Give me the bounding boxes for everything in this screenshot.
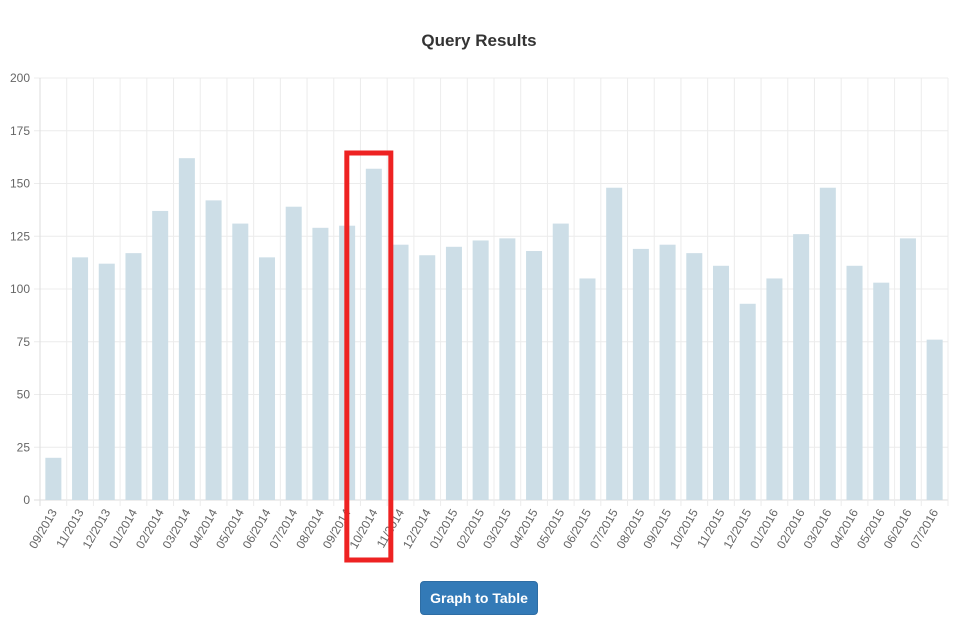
bar	[899, 238, 916, 501]
y-tick-label: 175	[10, 124, 30, 138]
bar-chart: 0 25 50 75 100 125 150 175 200 09/201311/201312/…	[10, 71, 949, 563]
y-tick-label: 100	[10, 282, 30, 296]
bar	[205, 200, 222, 500]
bar	[98, 263, 115, 500]
bar	[873, 282, 890, 500]
y-tick-label: 150	[10, 177, 30, 191]
bar	[152, 210, 169, 500]
bar	[579, 278, 596, 500]
bar	[365, 168, 382, 501]
bar	[285, 206, 302, 500]
bar	[739, 303, 756, 500]
bar	[72, 257, 89, 500]
bar	[926, 339, 943, 500]
bar	[632, 248, 649, 500]
y-tick-label: 50	[17, 388, 31, 402]
graph-to-table-button[interactable]: Graph to Table	[420, 581, 538, 615]
y-axis-ticks: 0 25 50 75 100 125 150 175 200	[10, 71, 30, 507]
y-tick-label: 25	[17, 440, 31, 454]
bar	[819, 187, 836, 500]
bar	[232, 223, 249, 500]
highlight-annotation	[344, 150, 394, 563]
bar	[472, 240, 489, 500]
bar	[686, 253, 703, 500]
bar	[552, 223, 569, 500]
bar	[445, 246, 462, 500]
y-tick-label: 125	[10, 229, 30, 243]
highlight-box	[344, 150, 394, 563]
bars	[45, 158, 943, 501]
bar	[793, 234, 810, 500]
bar	[606, 187, 623, 500]
bar	[766, 278, 783, 500]
grid-lines	[34, 77, 949, 506]
bar	[659, 244, 676, 500]
y-tick-label: 75	[17, 335, 31, 349]
bar	[312, 227, 329, 500]
bar	[258, 257, 276, 500]
bar	[846, 265, 863, 500]
bar	[125, 253, 142, 500]
bar	[178, 158, 195, 500]
y-tick-label: 200	[10, 71, 30, 85]
x-axis-ticks: 09/201311/201312/201301/201402/201403/20…	[26, 506, 941, 551]
bar	[45, 457, 62, 500]
bar	[526, 251, 543, 500]
bar	[712, 265, 730, 500]
bar	[419, 255, 436, 500]
y-tick-label: 0	[23, 493, 30, 507]
chart-title: Query Results	[421, 31, 537, 50]
bar	[392, 244, 409, 500]
bar	[499, 238, 516, 501]
